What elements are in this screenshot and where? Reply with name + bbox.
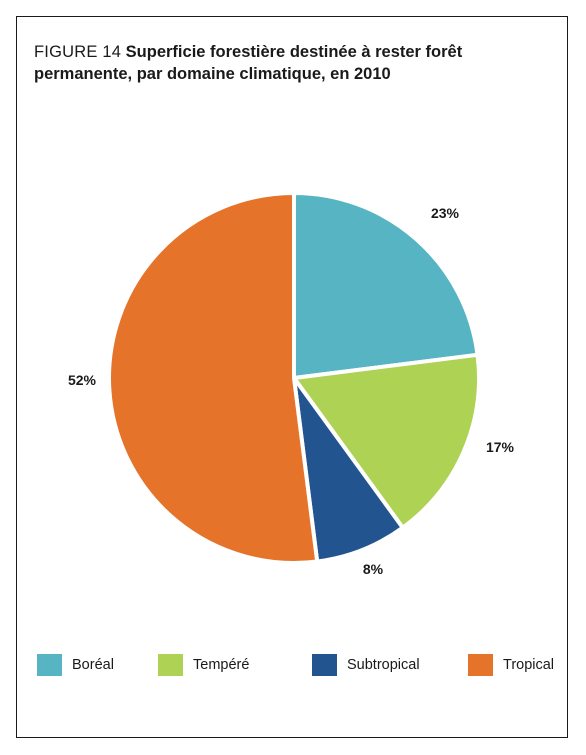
pie-data-label: 17% (486, 439, 515, 455)
legend-label-subtropical: Subtropical (347, 657, 420, 673)
legend-label-tempere: Tempéré (193, 657, 250, 673)
figure-title-text: Superficie forestière destinée à rester … (34, 43, 463, 83)
pie-slice-tempere (292, 352, 481, 530)
legend-swatch-tempere (158, 654, 183, 676)
legend-item-tropical: Tropical (468, 654, 554, 676)
legend-label-boreal: Boréal (72, 657, 114, 673)
pie-slice-tropical (106, 191, 320, 565)
legend-label-tropical: Tropical (503, 657, 555, 673)
legend-swatch-tropical (468, 654, 493, 676)
pie-data-label: 8% (363, 561, 384, 577)
figure-label: FIGURE 14 (34, 43, 122, 61)
legend-swatch-subtropical (312, 654, 337, 676)
legend-item-boreal: Boréal (37, 654, 114, 676)
figure-title: FIGURE 14 Superficie forestière destinée… (34, 41, 554, 85)
legend-item-tempere: Tempéré (158, 654, 249, 676)
pie-data-label: 52% (68, 372, 97, 388)
pie-data-label: 23% (431, 205, 460, 221)
legend-item-subtropical: Subtropical (312, 654, 420, 676)
pie-slices (106, 191, 481, 565)
pie-slice-boreal (292, 191, 480, 380)
figure-frame (16, 16, 568, 738)
legend-swatch-boreal (37, 654, 62, 676)
legend: Boréal Tempéré Subtropical Tropical (37, 654, 577, 678)
pie-labels: 23% 17% 8% 52% (68, 205, 515, 577)
